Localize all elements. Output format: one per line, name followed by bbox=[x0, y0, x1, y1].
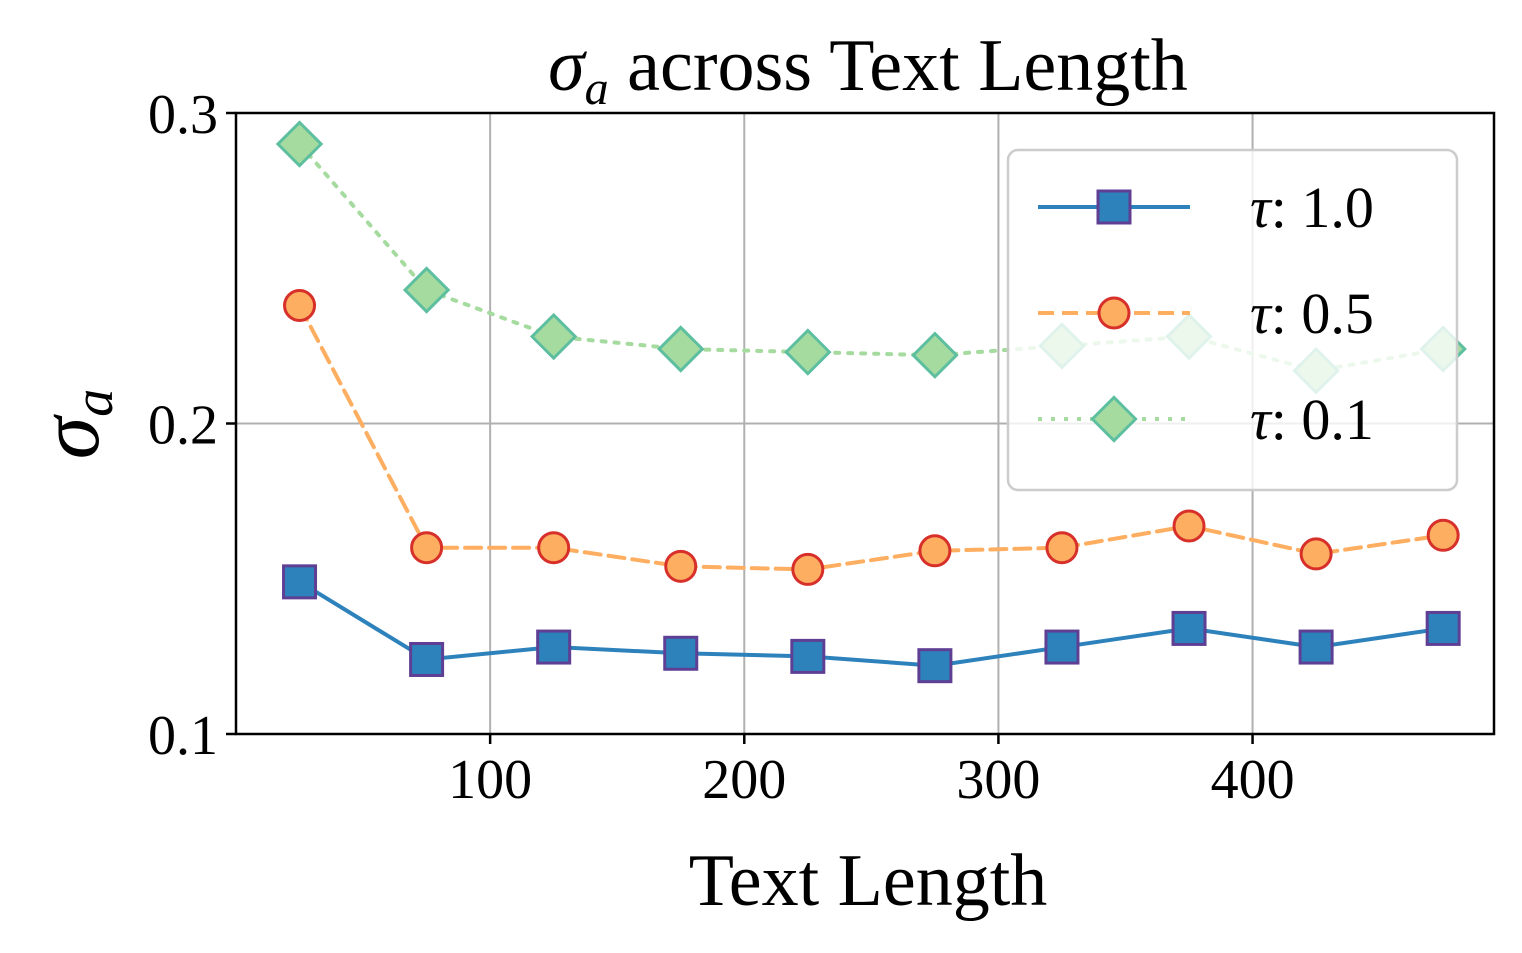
data-point-s1-3 bbox=[664, 549, 698, 583]
data-point-s1-5 bbox=[918, 534, 952, 568]
data-point-s1-1 bbox=[410, 531, 444, 565]
x-tick-label-1: 200 bbox=[702, 749, 786, 811]
legend-label-symbol-1: τ bbox=[1250, 281, 1273, 346]
legend-label-value-0: : 1.0 bbox=[1271, 175, 1374, 240]
data-point-s0-2 bbox=[536, 629, 572, 665]
data-point-s0-0 bbox=[282, 564, 318, 600]
data-point-s2-1 bbox=[402, 266, 451, 314]
legend-box bbox=[1006, 148, 1459, 492]
chart-title-text: across Text Length bbox=[609, 25, 1188, 107]
data-point-s2-4 bbox=[784, 328, 832, 376]
y-tick-label-2: 0.3 bbox=[148, 84, 218, 146]
data-point-s1-9 bbox=[1426, 518, 1460, 552]
legend-label-value-1: : 0.5 bbox=[1271, 281, 1374, 346]
data-point-s1-0 bbox=[283, 289, 317, 323]
legend-label-value-2: : 0.1 bbox=[1271, 387, 1374, 452]
data-point-s0-5 bbox=[917, 648, 953, 684]
data-point-s1-4 bbox=[791, 552, 825, 586]
series-line-0 bbox=[297, 579, 1446, 668]
legend-label-symbol-2: τ bbox=[1250, 387, 1273, 452]
legend-marker-1 bbox=[1097, 296, 1131, 330]
data-point-s0-7 bbox=[1171, 610, 1207, 646]
data-point-s0-3 bbox=[663, 635, 699, 671]
data-point-s2-0 bbox=[275, 120, 324, 168]
x-tick-label-3: 400 bbox=[1211, 749, 1295, 811]
x-tick-label-0: 100 bbox=[448, 749, 532, 811]
legend: τ: 1.0τ: 0.5τ: 0.1 bbox=[1006, 148, 1459, 492]
data-point-s0-8 bbox=[1298, 629, 1334, 665]
data-point-s0-1 bbox=[409, 641, 445, 677]
data-point-s0-6 bbox=[1044, 629, 1080, 665]
data-point-s1-7 bbox=[1172, 509, 1206, 543]
series-line-1 bbox=[297, 303, 1446, 572]
data-point-s2-2 bbox=[529, 312, 578, 361]
y-axis-label-subscript: a bbox=[63, 389, 125, 417]
x-tick-label-2: 300 bbox=[956, 749, 1040, 811]
legend-label-2: τ: 0.1 bbox=[1250, 387, 1374, 452]
data-point-s1-6 bbox=[1045, 531, 1079, 565]
data-point-s0-4 bbox=[790, 638, 826, 674]
series-0 bbox=[282, 564, 1461, 684]
y-tick-label-0: 0.1 bbox=[148, 705, 218, 767]
legend-marker-2 bbox=[1090, 395, 1138, 443]
legend-label-0: τ: 1.0 bbox=[1250, 175, 1374, 240]
data-point-s1-2 bbox=[537, 531, 571, 565]
chart-title-subscript: a bbox=[585, 62, 609, 115]
chart-title: σa across Text Length bbox=[548, 25, 1188, 115]
legend-label-symbol-0: τ bbox=[1250, 175, 1273, 240]
data-point-s0-9 bbox=[1425, 610, 1461, 646]
y-axis-label-symbol: σ bbox=[21, 413, 117, 459]
data-point-s1-8 bbox=[1299, 537, 1333, 571]
y-tick-label-1: 0.2 bbox=[148, 395, 218, 457]
y-axis-label: σa bbox=[21, 389, 125, 459]
data-point-s2-5 bbox=[911, 331, 959, 379]
x-axis-label: Text Length bbox=[689, 840, 1048, 922]
series-1 bbox=[283, 289, 1460, 586]
data-point-s2-3 bbox=[657, 325, 705, 373]
legend-marker-0 bbox=[1096, 189, 1132, 225]
axes: 100 200 300 400 0.1 0.2 0.3 bbox=[148, 84, 1496, 811]
chart-title-symbol: σ bbox=[548, 25, 587, 107]
legend-label-1: τ: 0.5 bbox=[1250, 281, 1374, 346]
